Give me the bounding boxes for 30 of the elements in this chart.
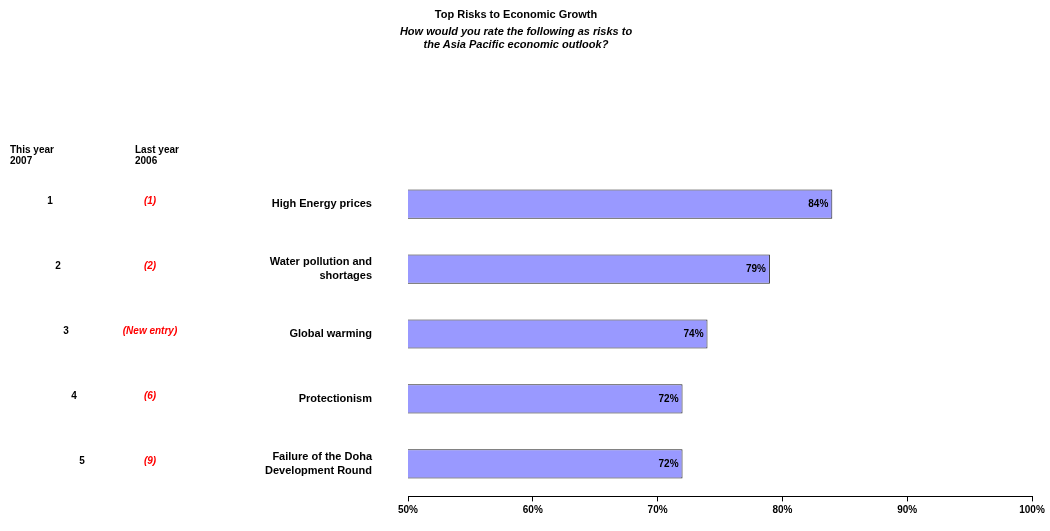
text: This year 2007 — [10, 143, 55, 166]
chart-subtitle: How would you rate the following as risks to the Asia Pacific economic outlook? — [399, 24, 633, 51]
data-label: 72% — [658, 392, 679, 404]
data-label: 84% — [808, 197, 829, 209]
text: (6) — [143, 389, 157, 401]
y-tick-label: High Energy prices — [271, 197, 372, 210]
text: 3 — [63, 324, 70, 336]
chart-title: Top Risks to Economic Growth — [434, 7, 598, 20]
x-tick-label: 60% — [522, 504, 543, 516]
text: 1 — [47, 194, 54, 206]
text: (2) — [143, 259, 157, 271]
text: (1) — [143, 194, 157, 206]
x-tick-label: 90% — [897, 504, 918, 516]
x-tick-label: 50% — [397, 504, 419, 516]
text: 5 — [79, 454, 86, 466]
y-tick-label: Water pollution and shortages — [269, 255, 372, 281]
text: (New entry) — [122, 324, 178, 336]
text: (9) — [143, 454, 157, 466]
data-label: 79% — [745, 262, 767, 274]
text: Last year 2006 — [135, 143, 180, 166]
text: 4 — [71, 389, 78, 401]
x-tick-label: 100% — [1019, 504, 1045, 516]
y-tick-label: Failure of the Doha Development Round — [265, 450, 373, 476]
y-tick-label: Protectionism — [298, 391, 373, 404]
data-label: 72% — [658, 457, 679, 469]
y-tick-label: Global warming — [289, 327, 372, 340]
x-tick-label: 70% — [647, 504, 668, 516]
x-tick-label: 80% — [772, 504, 793, 516]
data-label: 74% — [683, 327, 704, 339]
text: 2 — [55, 259, 62, 271]
